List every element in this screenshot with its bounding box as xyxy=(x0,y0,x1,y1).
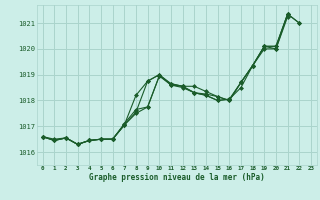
X-axis label: Graphe pression niveau de la mer (hPa): Graphe pression niveau de la mer (hPa) xyxy=(89,173,265,182)
